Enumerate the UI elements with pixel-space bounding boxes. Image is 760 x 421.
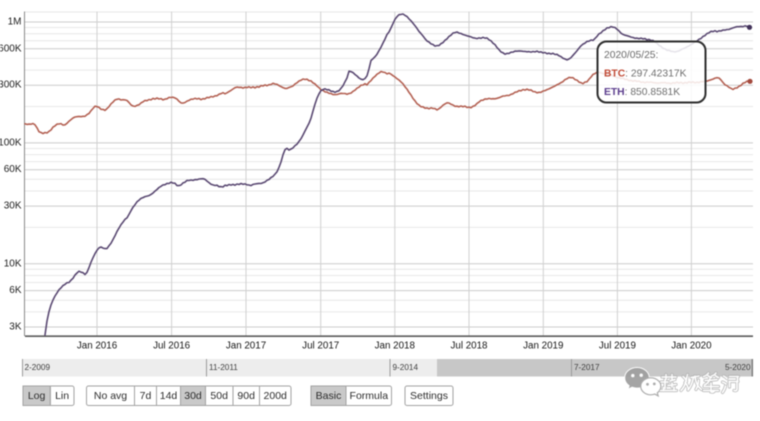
svg-text:ETH: 850.8581K: ETH: 850.8581K — [604, 87, 680, 98]
svg-text:7-2017: 7-2017 — [574, 363, 600, 372]
svg-text:600K: 600K — [0, 43, 22, 54]
svg-text:Jan 2016: Jan 2016 — [77, 340, 118, 351]
svg-text:300K: 300K — [0, 80, 22, 91]
svg-text:200d: 200d — [264, 390, 288, 402]
svg-text:9-2014: 9-2014 — [393, 363, 419, 372]
svg-text:Lin: Lin — [55, 390, 69, 402]
svg-text:3K: 3K — [9, 322, 22, 333]
svg-text:Log: Log — [28, 390, 46, 402]
svg-text:100K: 100K — [0, 137, 22, 148]
svg-text:2020/05/25:: 2020/05/25: — [604, 50, 658, 61]
svg-text:30d: 30d — [184, 390, 202, 402]
svg-text:Formula: Formula — [350, 390, 389, 402]
svg-text:7d: 7d — [140, 390, 152, 402]
svg-text:5-2020: 5-2020 — [725, 363, 751, 372]
svg-text:60K: 60K — [4, 164, 22, 175]
svg-text:Jul 2019: Jul 2019 — [599, 340, 636, 351]
svg-text:Jul 2018: Jul 2018 — [450, 340, 488, 351]
svg-text:11-2011: 11-2011 — [209, 363, 238, 372]
svg-text:Basic: Basic — [316, 390, 342, 402]
svg-text:90d: 90d — [237, 390, 255, 402]
svg-text:50d: 50d — [210, 390, 228, 402]
svg-text:1M: 1M — [8, 17, 22, 28]
svg-text:10K: 10K — [4, 258, 22, 269]
svg-text:Settings: Settings — [410, 390, 448, 402]
svg-text:No avg: No avg — [94, 390, 127, 402]
svg-text:Jan 2019: Jan 2019 — [523, 340, 563, 351]
svg-text:BTC: 297.42317K: BTC: 297.42317K — [604, 69, 687, 80]
svg-text:Jan 2020: Jan 2020 — [671, 340, 712, 351]
svg-text:Jan 2018: Jan 2018 — [375, 340, 416, 351]
svg-text:Jul 2016: Jul 2016 — [153, 340, 191, 351]
svg-text:6K: 6K — [9, 285, 22, 296]
svg-text:30K: 30K — [4, 201, 22, 212]
svg-text:Jan 2017: Jan 2017 — [226, 340, 266, 351]
svg-text:Jul 2017: Jul 2017 — [302, 340, 339, 351]
svg-text:14d: 14d — [160, 390, 178, 402]
svg-text:2-2009: 2-2009 — [25, 363, 51, 372]
